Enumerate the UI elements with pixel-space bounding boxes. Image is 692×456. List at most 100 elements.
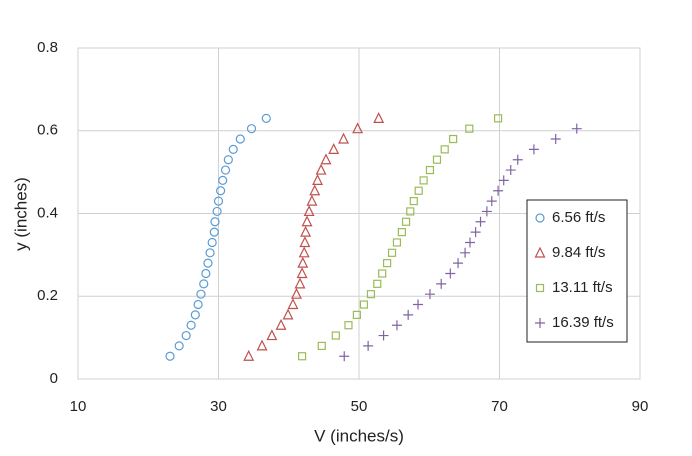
marker	[201, 268, 211, 279]
marker	[317, 341, 326, 350]
legend-label: 6.56 ft/s	[552, 209, 605, 226]
marker	[535, 318, 545, 328]
marker	[464, 237, 475, 248]
marker	[397, 228, 406, 237]
marker	[199, 279, 209, 289]
marker	[498, 175, 509, 186]
marker	[378, 330, 389, 341]
marker	[243, 349, 255, 361]
legend-label: 13.11 ft/s	[552, 279, 613, 296]
marker	[403, 309, 414, 320]
marker	[299, 236, 311, 248]
marker	[486, 196, 497, 207]
marker	[465, 124, 474, 133]
marker	[193, 299, 203, 310]
marker	[266, 329, 278, 341]
marker	[287, 298, 299, 310]
marker	[413, 299, 424, 310]
x-axis-label: V (inches/s)	[314, 426, 404, 445]
plot-border	[77, 47, 641, 380]
marker	[373, 279, 382, 288]
x-tick-label: 70	[491, 398, 508, 415]
marker	[213, 196, 224, 206]
marker	[207, 237, 217, 248]
marker	[470, 227, 481, 238]
marker	[481, 206, 492, 217]
marker	[440, 145, 449, 154]
marker	[320, 153, 332, 165]
marker	[261, 113, 271, 123]
y-tick-label: 0.8	[37, 39, 58, 56]
marker	[212, 206, 222, 217]
y-tick-label: 0.2	[37, 287, 58, 304]
marker	[373, 111, 385, 123]
marker	[406, 207, 415, 216]
marker	[383, 259, 392, 268]
marker	[223, 155, 233, 165]
legend-box	[526, 199, 628, 343]
marker	[363, 340, 374, 351]
marker	[460, 247, 471, 258]
marker	[331, 331, 340, 340]
marker	[493, 185, 504, 196]
legend-label: 9.84 ft/s	[552, 244, 605, 261]
marker	[275, 318, 287, 330]
marker	[298, 246, 310, 258]
marker	[301, 215, 313, 227]
marker	[186, 320, 196, 330]
marker	[297, 256, 309, 268]
marker	[235, 134, 245, 144]
marker	[391, 320, 402, 331]
marker	[534, 246, 546, 258]
marker	[303, 205, 315, 217]
marker	[432, 155, 442, 164]
marker	[414, 186, 423, 195]
x-tick-label: 50	[351, 398, 368, 415]
marker	[228, 144, 238, 154]
marker	[309, 184, 321, 196]
marker	[352, 122, 364, 134]
marker	[453, 258, 464, 269]
y-tick-label: 0	[50, 370, 58, 387]
marker	[282, 308, 294, 320]
marker	[366, 290, 376, 299]
marker	[203, 258, 213, 268]
marker	[449, 134, 458, 144]
marker	[220, 165, 231, 175]
marker	[190, 310, 200, 320]
marker	[312, 174, 324, 185]
marker	[359, 300, 369, 309]
marker	[401, 217, 411, 226]
y-tick-label: 0.4	[37, 204, 58, 221]
marker	[291, 287, 302, 299]
marker	[378, 269, 387, 278]
marker	[409, 196, 418, 206]
legend-label: 16.39 ft/s	[552, 314, 614, 331]
marker	[550, 134, 561, 145]
marker	[246, 124, 257, 134]
marker	[505, 165, 516, 176]
y-tick-label: 0.6	[37, 122, 58, 139]
marker	[425, 165, 435, 175]
marker	[165, 351, 175, 361]
marker	[174, 341, 184, 351]
y-axis-label: y (inches)	[11, 177, 30, 251]
marker	[218, 175, 228, 185]
marker	[294, 277, 306, 289]
marker	[256, 339, 268, 351]
marker	[296, 267, 308, 279]
marker	[352, 310, 361, 319]
marker	[392, 238, 402, 247]
x-tick-label: 90	[632, 398, 649, 415]
marker	[328, 143, 340, 154]
marker	[436, 278, 447, 289]
x-tick-label: 30	[210, 398, 227, 415]
marker	[196, 289, 206, 299]
marker	[338, 132, 350, 144]
marker	[535, 283, 545, 293]
marker	[339, 351, 350, 362]
marker	[181, 330, 191, 341]
x-tick-label: 10	[70, 398, 87, 415]
